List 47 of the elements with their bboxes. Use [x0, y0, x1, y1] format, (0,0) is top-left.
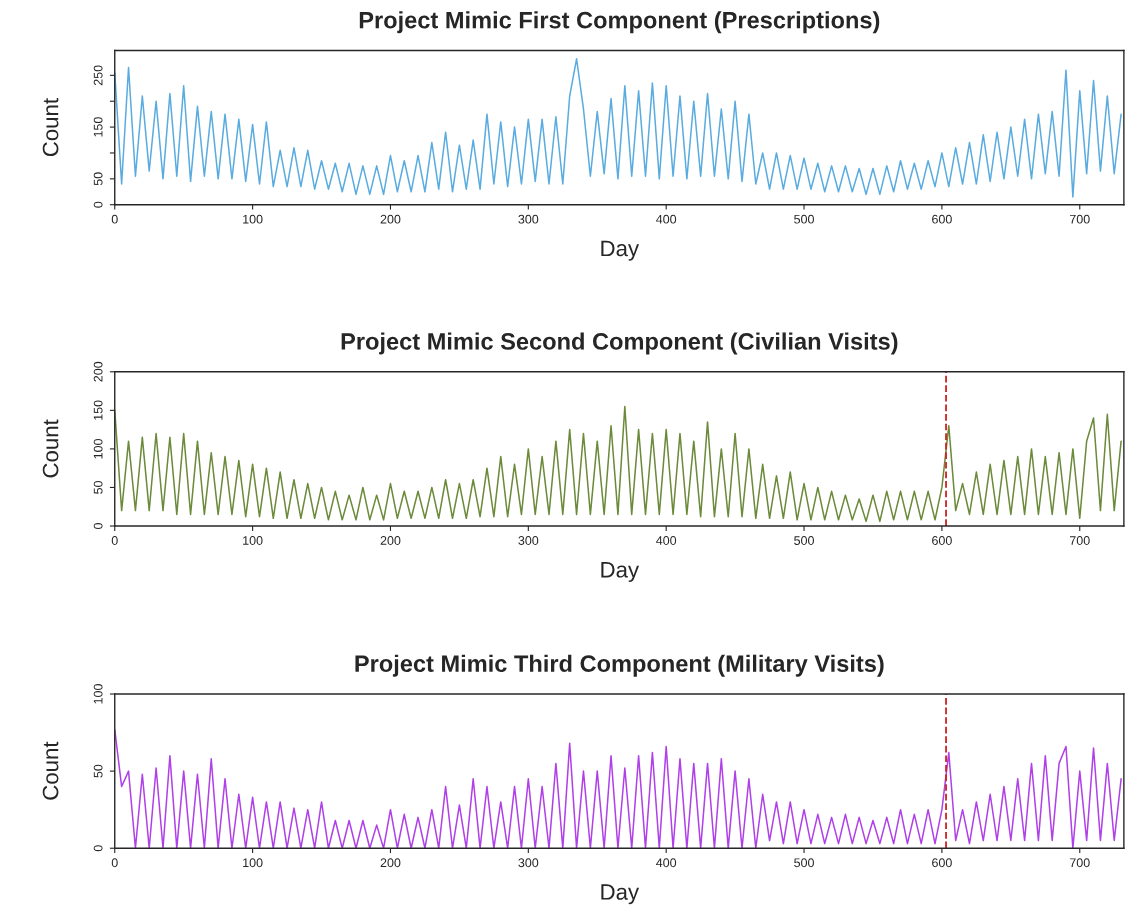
x-tick-label: 200 — [380, 214, 401, 224]
y-tick-label: 50 — [93, 172, 103, 186]
y-tick-label: 50 — [93, 764, 103, 778]
y-axis-title: Count — [42, 741, 59, 800]
x-tick-label: 300 — [518, 214, 539, 224]
chart-title: Project Mimic Third Component (Military Visits) — [355, 654, 884, 677]
x-tick-label: 500 — [794, 214, 814, 224]
x-tick-label: 600 — [932, 536, 952, 545]
x-tick-label: 700 — [1069, 858, 1090, 868]
y-axis-title: Count — [42, 419, 59, 478]
x-tick-label: 500 — [794, 536, 814, 545]
y-tick-label: 100 — [93, 684, 103, 704]
y-axis-title: Count — [42, 98, 59, 157]
y-tick-label: 150 — [93, 400, 103, 420]
x-tick-label: 0 — [111, 214, 118, 224]
x-tick-label: 300 — [518, 536, 539, 545]
x-tick-label: 700 — [1069, 214, 1090, 224]
y-tick-label: 50 — [93, 480, 103, 494]
x-tick-label: 300 — [518, 858, 539, 868]
x-axis-title: Day — [601, 240, 640, 261]
x-tick-label: 100 — [243, 214, 263, 224]
y-tick-label: 0 — [93, 845, 103, 852]
x-tick-label: 700 — [1069, 536, 1090, 545]
chart-title: Project Mimic First Component (Prescriptions) — [359, 11, 880, 34]
x-tick-label: 0 — [111, 536, 118, 545]
x-axis-title: Day — [601, 884, 640, 905]
x-tick-label: 200 — [380, 858, 401, 868]
x-tick-label: 100 — [243, 858, 263, 868]
chart-title: Project Mimic Second Component (Civilian Visits) — [341, 332, 898, 355]
x-tick-label: 400 — [656, 858, 677, 868]
x-tick-label: 500 — [794, 858, 814, 868]
y-tick-label: 0 — [93, 523, 103, 529]
y-tick-label: 200 — [93, 361, 103, 382]
x-tick-label: 400 — [656, 536, 677, 545]
x-tick-label: 100 — [243, 536, 263, 545]
line-series — [114, 405, 1122, 523]
y-tick-label: 100 — [93, 438, 103, 459]
x-tick-label: 400 — [656, 214, 677, 224]
x-tick-label: 0 — [111, 858, 118, 868]
y-tick-label: 150 — [93, 117, 103, 137]
x-tick-label: 200 — [380, 536, 401, 545]
y-tick-label: 0 — [93, 201, 103, 208]
line-series — [114, 58, 1122, 198]
x-tick-label: 600 — [932, 214, 952, 224]
x-tick-label: 600 — [932, 858, 952, 868]
y-tick-label: 250 — [93, 65, 103, 86]
x-axis-title: Day — [601, 562, 640, 582]
